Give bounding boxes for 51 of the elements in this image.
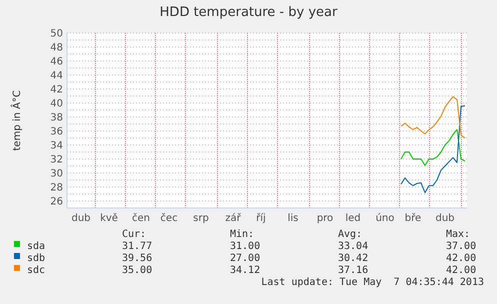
y-tick-label: 50 (50, 28, 63, 40)
text: Min: (230, 229, 254, 240)
y-tick-label: 36 (50, 126, 63, 138)
y-tick-label: 32 (50, 154, 63, 166)
text: 37.00 (446, 241, 476, 252)
y-tick-label: 28 (50, 182, 63, 194)
line-series (400, 129, 466, 166)
y-tick-label: 42 (50, 84, 63, 96)
x-tick-label: dub (435, 213, 455, 224)
text: 42.00 (446, 253, 476, 264)
text: 30.42 (338, 253, 368, 264)
text: 42.00 (446, 265, 476, 276)
text: Avg: (338, 229, 362, 240)
y-tick-label: 34 (50, 140, 63, 152)
y-tick-label: 44 (50, 70, 63, 82)
text: 33.04 (338, 241, 368, 252)
y-tick-label: 26 (50, 196, 63, 208)
text: 31.77 (122, 241, 152, 252)
text: 34.12 (230, 265, 260, 276)
legend-label: sda (27, 241, 46, 252)
x-tick-label: říj (256, 213, 266, 224)
y-tick-label: 30 (50, 168, 63, 180)
x-tick-label: bře (404, 213, 422, 224)
text: 27.00 (230, 253, 260, 264)
x-tick-label: pro (316, 213, 334, 224)
legend-label: sdc (27, 265, 46, 276)
text: 31.00 (230, 241, 260, 252)
y-axis-title: temp in Â°C (10, 90, 23, 151)
x-tick-label: srp (193, 213, 209, 224)
text: Max: (446, 229, 470, 240)
line-series (400, 105, 466, 194)
x-tick-label: čec (160, 213, 178, 224)
x-tick-label: úno (376, 213, 394, 224)
y-tick-label: 46 (50, 56, 63, 68)
text: Cur: (122, 229, 146, 240)
text: 39.56 (122, 253, 152, 264)
text: 37.16 (338, 265, 368, 276)
y-tick-label: 38 (50, 112, 63, 124)
x-tick-label: dub (71, 213, 91, 224)
text: Last update: Tue May 7 04:35:44 2013 (261, 277, 484, 288)
x-tick-label: led (345, 213, 361, 224)
line-series (400, 96, 466, 138)
text: 35.00 (122, 265, 152, 276)
legend-label: sdb (27, 253, 46, 264)
x-tick-label: zář (225, 213, 242, 224)
chart-title: HDD temperature - by year (160, 5, 338, 20)
y-tick-label: 40 (50, 98, 63, 110)
y-tick-label: 48 (50, 42, 63, 54)
x-tick-label: kvě (100, 213, 118, 224)
x-tick-label: lis (288, 213, 298, 224)
x-tick-label: čen (132, 213, 150, 224)
